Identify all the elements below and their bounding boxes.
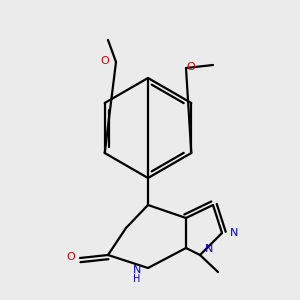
- Text: H: H: [133, 274, 140, 284]
- Text: N: N: [132, 266, 141, 275]
- Text: N: N: [205, 244, 213, 254]
- Text: O: O: [186, 62, 195, 72]
- Text: O: O: [101, 56, 110, 66]
- Text: N: N: [230, 228, 238, 238]
- Text: O: O: [67, 252, 75, 262]
